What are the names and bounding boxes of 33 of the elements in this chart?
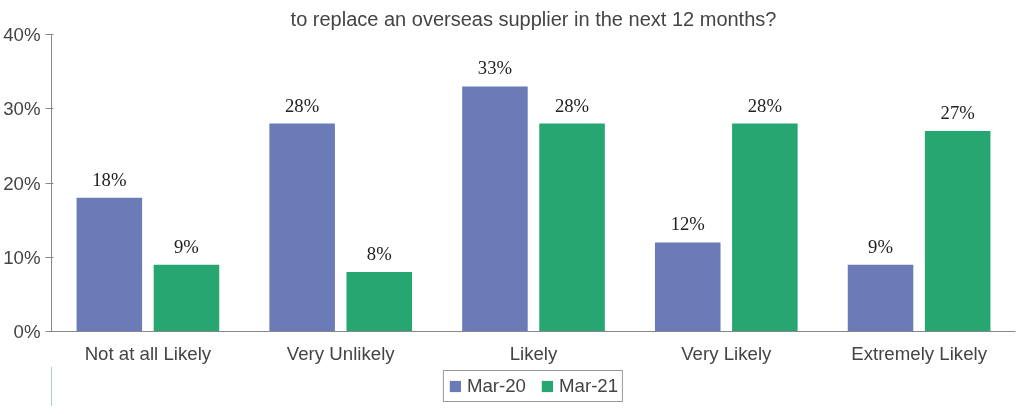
data-label: 18%: [92, 168, 127, 190]
data-label: 28%: [285, 94, 320, 116]
bar: [732, 123, 798, 332]
data-label: 9%: [868, 235, 893, 257]
x-tick-label: Very Unlikely: [286, 342, 396, 364]
bar: [847, 264, 914, 332]
data-label: 12%: [670, 213, 705, 235]
x-tick-label: Not at all Likely: [84, 342, 212, 364]
y-tick-label: 20%: [3, 172, 41, 194]
bar: [76, 197, 143, 332]
y-tick-label: 40%: [3, 24, 41, 45]
y-tick-label: 0%: [13, 321, 41, 342]
bar: [924, 131, 991, 332]
bar: [269, 123, 335, 332]
legend-label: Mar-21: [559, 375, 619, 397]
x-tick-label: Extremely Likely: [851, 342, 988, 364]
data-label: 33%: [477, 57, 513, 79]
bar: [346, 272, 413, 332]
y-tick-label: 30%: [3, 98, 41, 120]
data-label: 9%: [174, 235, 199, 257]
legend-label: Mar-20: [466, 375, 526, 397]
bar: [654, 242, 721, 332]
bar: [462, 86, 528, 332]
x-tick-label: Likely: [509, 342, 559, 364]
x-tick-label: Very Likely: [681, 342, 773, 364]
bar: [153, 264, 220, 332]
chart-title: to replace an overseas supplier in the next 12 months?: [290, 7, 777, 30]
data-label: 27%: [940, 102, 975, 124]
data-label: 28%: [747, 94, 782, 116]
y-tick-label: 10%: [3, 246, 41, 268]
data-label: 8%: [366, 243, 392, 265]
bar: [539, 123, 605, 332]
data-label: 28%: [554, 94, 590, 116]
